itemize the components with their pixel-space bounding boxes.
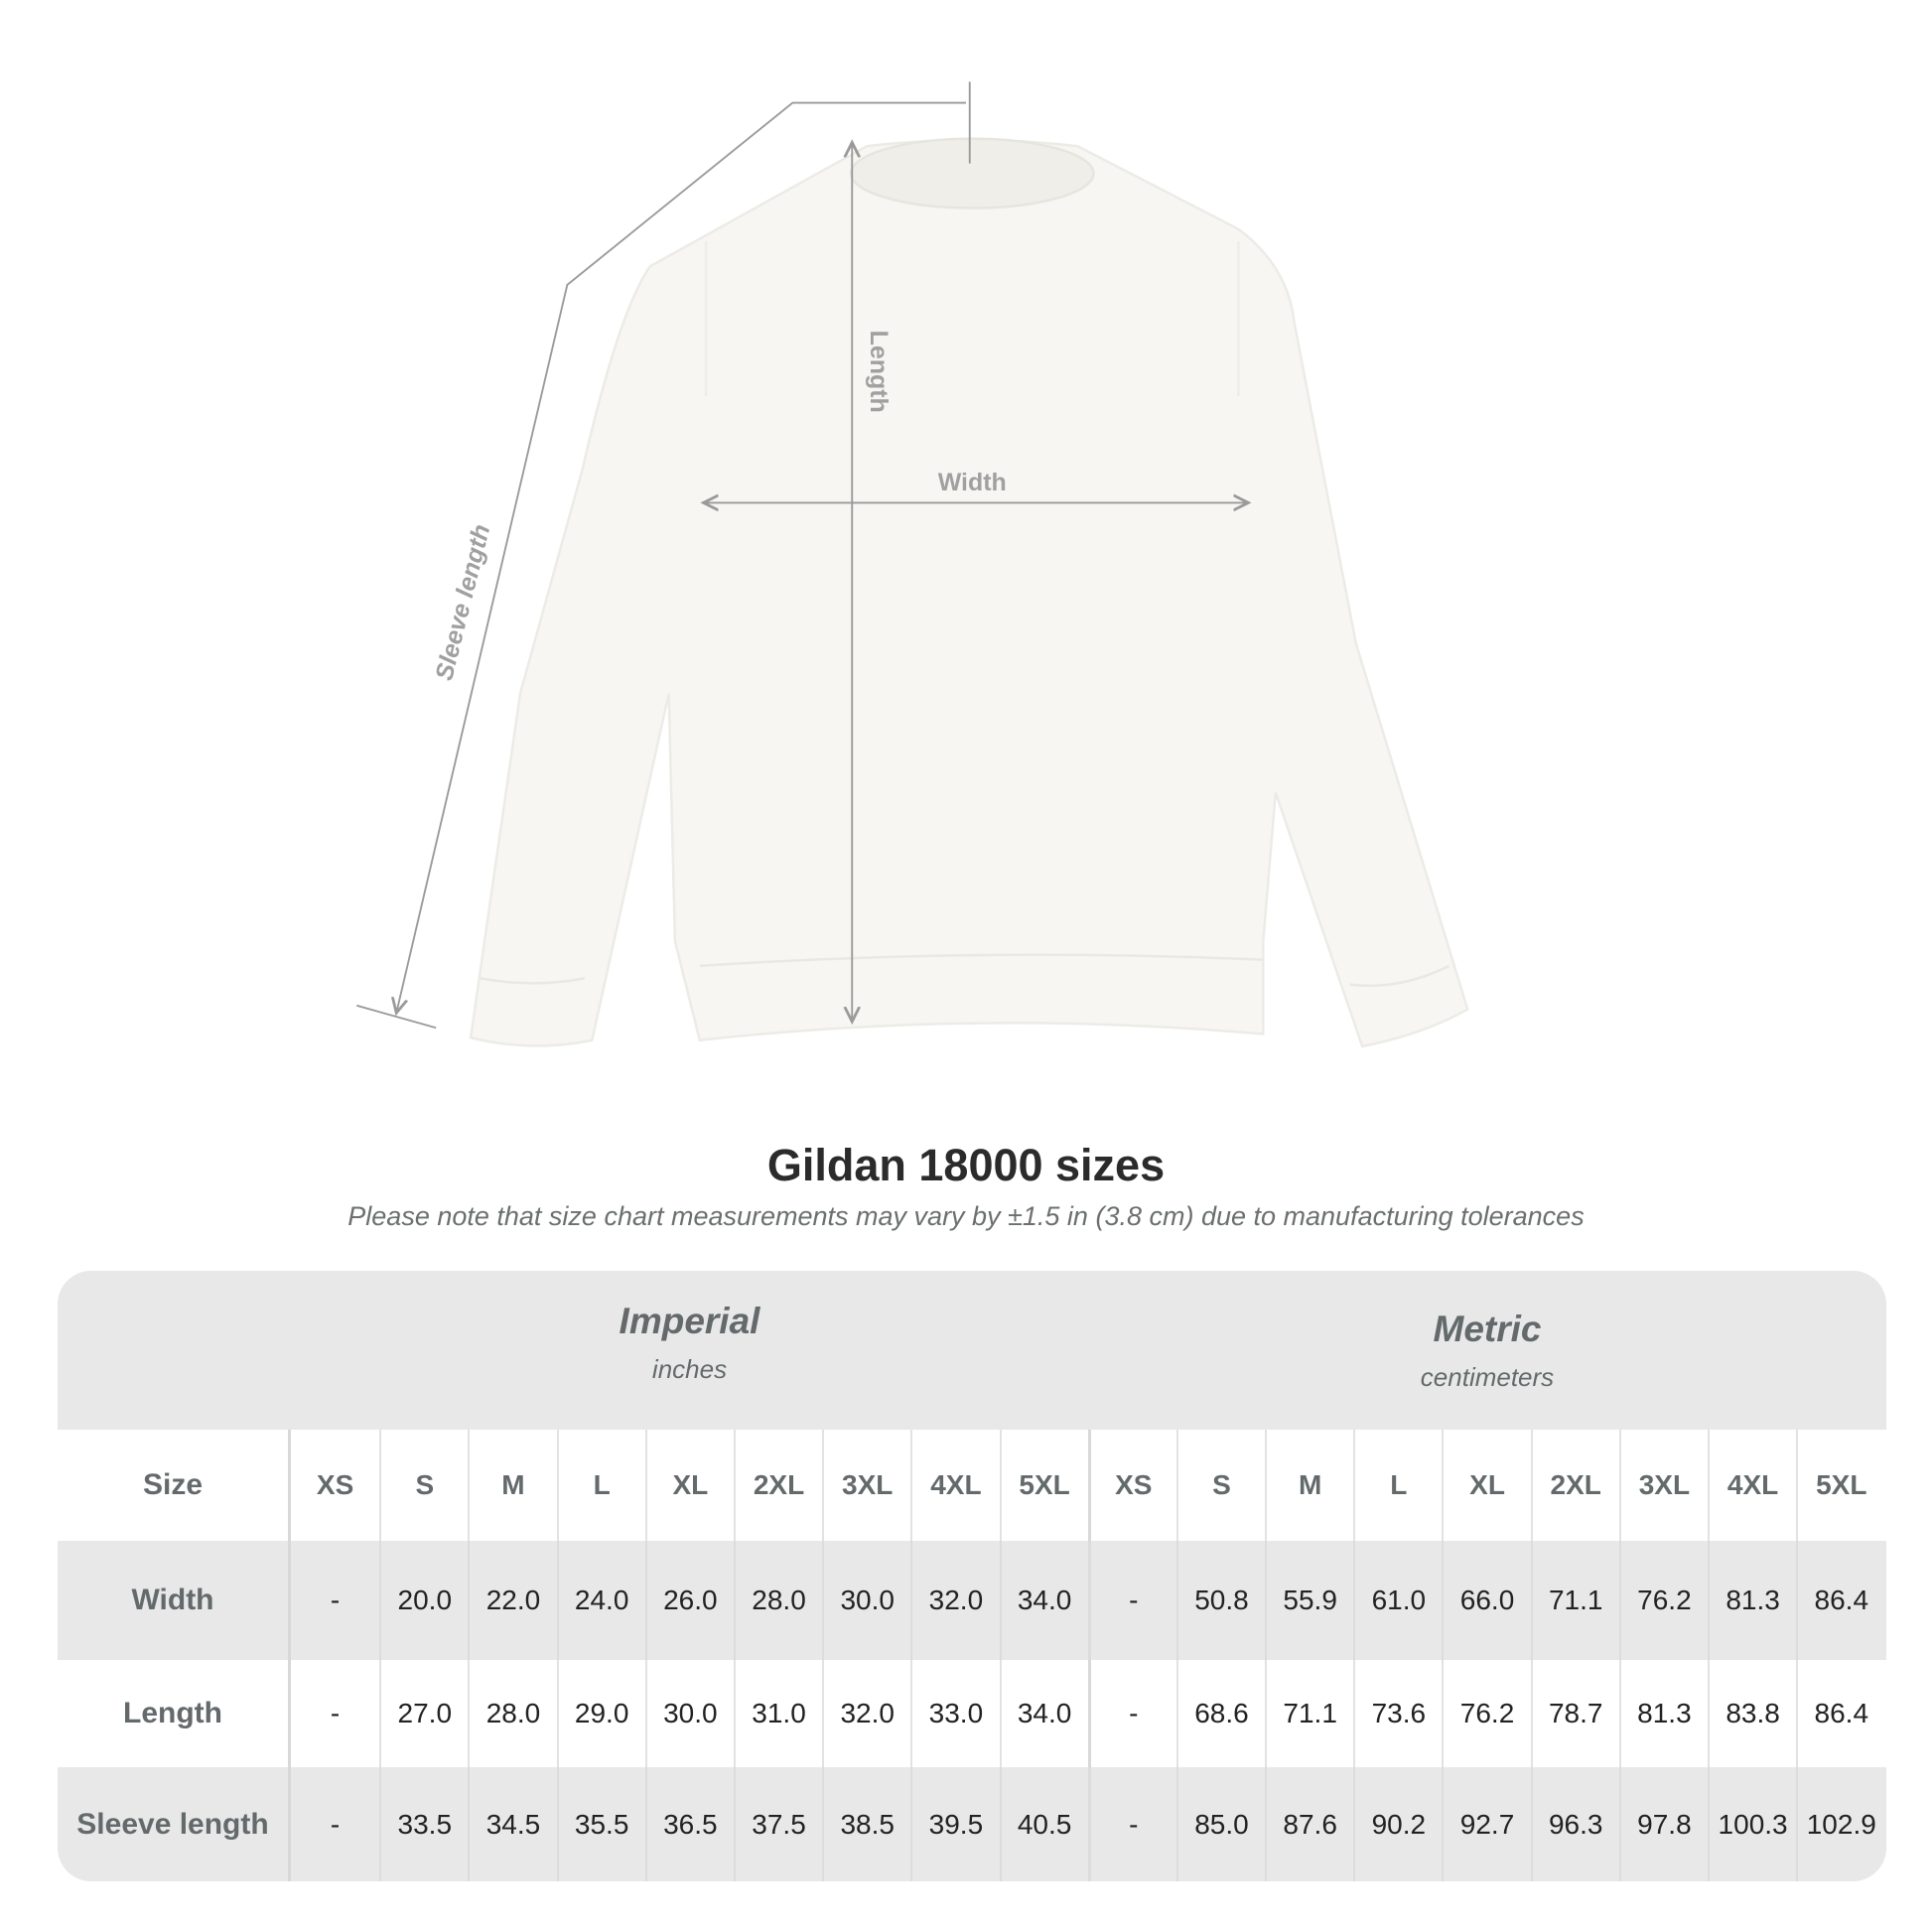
width-label: Width bbox=[938, 469, 1007, 496]
metric-size-5xl: 5XL bbox=[1796, 1430, 1884, 1541]
metric-heading: Metric bbox=[1433, 1309, 1542, 1349]
table-row: Width -20.0 22.0 24.0 26.0 28.0 30.0 32.0 34.0-5… bbox=[58, 1541, 1886, 1660]
imperial-value-cell: 35.5 bbox=[556, 1767, 645, 1881]
metric-size-m: M bbox=[1265, 1430, 1353, 1541]
metric-value-cell: 71.1 bbox=[1530, 1541, 1619, 1660]
imperial-value-cell: 29.0 bbox=[556, 1660, 645, 1767]
imperial-size-3xl: 3XL bbox=[822, 1430, 910, 1541]
imperial-value-cell: 24.0 bbox=[556, 1541, 645, 1660]
metric-value-cell: 68.6 bbox=[1175, 1660, 1265, 1767]
imperial-value-cell: 22.0 bbox=[468, 1541, 556, 1660]
imperial-value-cell: 26.0 bbox=[644, 1541, 734, 1660]
imperial-size-4xl: 4XL bbox=[910, 1430, 999, 1541]
imperial-size-m: M bbox=[468, 1430, 556, 1541]
imperial-size-2xl: 2XL bbox=[733, 1430, 822, 1541]
imperial-size-xl: XL bbox=[644, 1430, 734, 1541]
length-measurement: Length bbox=[852, 142, 893, 1022]
imperial-value-cell: - bbox=[330, 1585, 341, 1615]
imperial-value-cell: 40.5 bbox=[999, 1767, 1088, 1881]
imperial-value-cell: 28.0 bbox=[733, 1541, 822, 1660]
imperial-value-cell: 30.0 bbox=[644, 1660, 734, 1767]
imperial-value-cell: 36.5 bbox=[644, 1767, 734, 1881]
metric-size-s: S bbox=[1175, 1430, 1265, 1541]
imperial-value-cell: 37.5 bbox=[733, 1767, 822, 1881]
metric-size-xs: XS bbox=[1087, 1430, 1176, 1541]
metric-value-cell: 78.7 bbox=[1530, 1660, 1619, 1767]
imperial-value-cell: - bbox=[330, 1698, 341, 1728]
metric-value-cell: 76.2 bbox=[1618, 1541, 1708, 1660]
imperial-size-xs: XS bbox=[316, 1469, 354, 1500]
metric-unit: centimeters bbox=[1420, 1362, 1555, 1392]
metric-value-cell: 86.4 bbox=[1796, 1660, 1884, 1767]
imperial-value-cell: - bbox=[330, 1808, 341, 1840]
imperial-value-cell: 32.0 bbox=[822, 1660, 910, 1767]
size-header-row: Size XS S M L XL 2XL 3XL 4XL 5XL XS S M L XL 2XL 3XL 4XL 5… bbox=[58, 1430, 1886, 1541]
row-label: Length bbox=[58, 1660, 291, 1767]
metric-value-cell: 86.4 bbox=[1796, 1541, 1884, 1660]
imperial-value-cell: 34.0 bbox=[999, 1660, 1088, 1767]
length-label: Length bbox=[865, 331, 893, 413]
imperial-value-cell: 32.0 bbox=[910, 1541, 999, 1660]
metric-size-3xl: 3XL bbox=[1618, 1430, 1708, 1541]
table-row: Sleeve length - 33.5 34.5 35.5 36.5 37.5 38.5 39… bbox=[58, 1767, 1886, 1881]
metric-value-cell: 87.6 bbox=[1265, 1767, 1353, 1881]
metric-size-4xl: 4XL bbox=[1708, 1430, 1796, 1541]
sweatshirt-shape bbox=[469, 137, 1469, 1048]
metric-header: Metric centimeters bbox=[1088, 1309, 1886, 1393]
imperial-unit: inches bbox=[651, 1354, 728, 1384]
metric-value-cell: 97.8 bbox=[1618, 1767, 1708, 1881]
metric-value-cell: 90.2 bbox=[1353, 1767, 1442, 1881]
imperial-value-cell: 33.0 bbox=[910, 1660, 999, 1767]
metric-value-cell: 85.0 bbox=[1175, 1767, 1265, 1881]
width-measurement: Width bbox=[704, 469, 1249, 502]
tolerance-note: Please note that size chart measurements… bbox=[347, 1201, 1585, 1231]
metric-size-l: L bbox=[1353, 1430, 1442, 1541]
imperial-size-l: L bbox=[556, 1430, 645, 1541]
table-row: Length -27.0 28.0 29.0 30.0 31.0 32.0 33.0 34.0-… bbox=[58, 1660, 1886, 1767]
metric-value-cell: 83.8 bbox=[1708, 1660, 1796, 1767]
sweatshirt-illustration: Length Width Sleeve length bbox=[356, 81, 1469, 1048]
metric-size-2xl: 2XL bbox=[1530, 1430, 1619, 1541]
metric-value-cell: - bbox=[1087, 1767, 1176, 1881]
metric-size-xl: XL bbox=[1442, 1430, 1530, 1541]
imperial-value-cell: 39.5 bbox=[910, 1767, 999, 1881]
imperial-value-cell: 34.5 bbox=[468, 1767, 556, 1881]
row-label: Width bbox=[58, 1541, 291, 1660]
metric-value-cell: 92.7 bbox=[1442, 1767, 1530, 1881]
imperial-value-cell: 38.5 bbox=[822, 1767, 910, 1881]
imperial-value-cell: 28.0 bbox=[468, 1660, 556, 1767]
imperial-size-s: S bbox=[379, 1430, 468, 1541]
imperial-value-cell: 34.0 bbox=[999, 1541, 1088, 1660]
metric-value-cell: - bbox=[1087, 1541, 1176, 1660]
metric-value-cell: - bbox=[1087, 1660, 1176, 1767]
metric-value-cell: 71.1 bbox=[1265, 1660, 1353, 1767]
metric-value-cell: 50.8 bbox=[1175, 1541, 1265, 1660]
imperial-header: Imperial inches bbox=[291, 1301, 1088, 1385]
metric-value-cell: 96.3 bbox=[1530, 1767, 1619, 1881]
metric-value-cell: 76.2 bbox=[1442, 1660, 1530, 1767]
size-table: Imperial inches Metric centimeters Size X… bbox=[58, 1271, 1886, 1881]
page-title: Gildan 18000 sizes bbox=[766, 1140, 1166, 1190]
imperial-value-cell: 27.0 bbox=[379, 1660, 468, 1767]
metric-value-cell: 73.6 bbox=[1353, 1660, 1442, 1767]
imperial-size-5xl: 5XL bbox=[999, 1430, 1088, 1541]
metric-value-cell: 102.9 bbox=[1796, 1767, 1884, 1881]
size-label: Size bbox=[58, 1430, 291, 1541]
imperial-heading: Imperial bbox=[619, 1301, 760, 1341]
metric-value-cell: 55.9 bbox=[1265, 1541, 1353, 1660]
row-label: Sleeve length bbox=[58, 1767, 291, 1881]
imperial-value-cell: 20.0 bbox=[379, 1541, 468, 1660]
metric-value-cell: 61.0 bbox=[1353, 1541, 1442, 1660]
sleeve-length-label: Sleeve length bbox=[430, 521, 495, 683]
imperial-value-cell: 31.0 bbox=[733, 1660, 822, 1767]
metric-value-cell: 100.3 bbox=[1708, 1767, 1796, 1881]
metric-value-cell: 66.0 bbox=[1442, 1541, 1530, 1660]
imperial-value-cell: 33.5 bbox=[379, 1767, 468, 1881]
imperial-value-cell: 30.0 bbox=[822, 1541, 910, 1660]
metric-value-cell: 81.3 bbox=[1618, 1660, 1708, 1767]
unit-header-band bbox=[58, 1271, 1886, 1430]
metric-value-cell: 81.3 bbox=[1708, 1541, 1796, 1660]
